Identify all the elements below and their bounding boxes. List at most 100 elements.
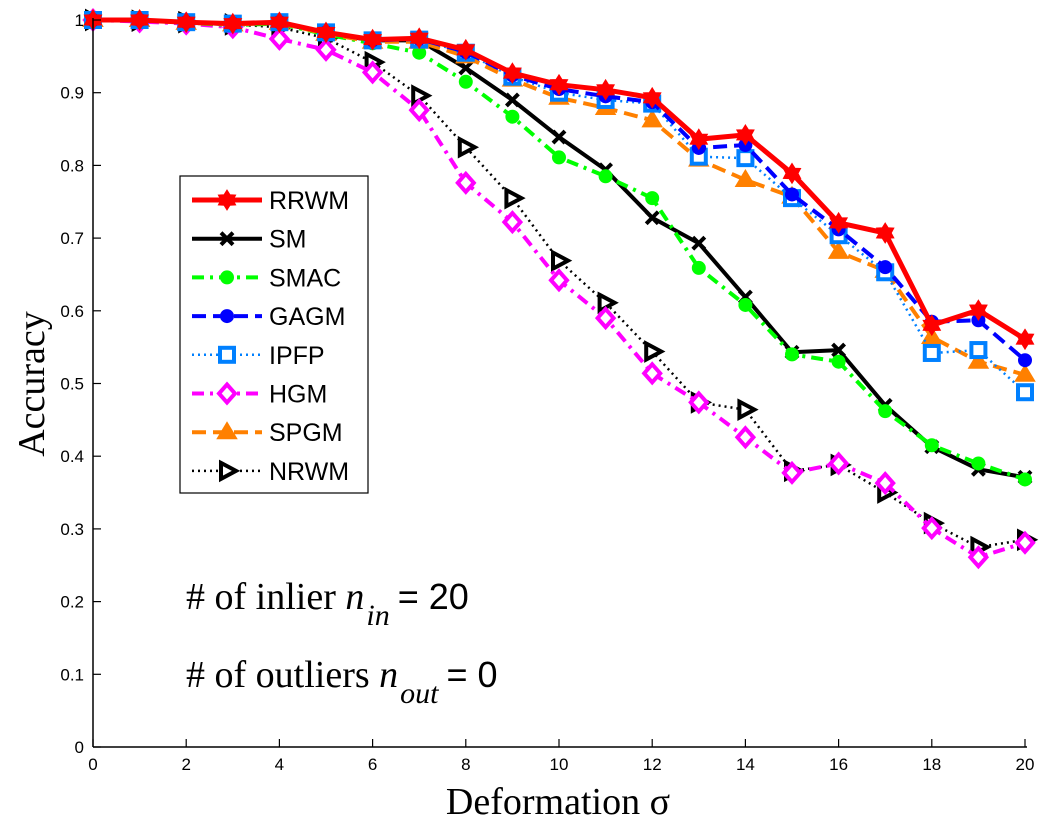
data-point-sm [504,92,520,108]
data-point-smac [598,169,613,184]
data-point-rrwm [875,222,895,244]
data-point-hgm [921,516,943,541]
annotation-outlier-sub: out [400,677,439,710]
data-point-smac [691,260,706,275]
y-tick-label: 0.8 [60,156,84,175]
legend-item-nrwm: NRWM [192,458,349,486]
legend-box [179,175,369,494]
x-tick-label: 20 [1016,755,1035,774]
data-point-smac [785,347,799,362]
data-point-rrwm [316,21,336,44]
annotation-inlier-prefix: # of inlier [186,576,345,618]
x-tick-label: 16 [829,755,848,774]
data-point-hgm [688,390,710,415]
x-tick-label: 2 [181,755,190,774]
data-point-rrwm [549,73,569,96]
data-point-hgm [548,268,570,293]
data-point-rrwm [968,299,988,322]
legend-marker-sm [219,231,235,247]
x-tick-label: 10 [550,755,569,774]
data-point-nrwm [737,398,759,422]
data-point-sm [691,235,707,251]
series-line-nrwm [92,18,1026,549]
data-point-gagm [1018,353,1032,368]
legend-label-ipfp: IPFP [269,342,325,370]
data-point-smac [552,150,566,165]
data-point-hgm [1014,530,1036,555]
data-point-sm [644,210,660,226]
data-point-ipfp [1016,383,1034,402]
data-point-smac [831,354,846,369]
data-point-ipfp [736,149,755,168]
data-point-hgm [594,306,617,331]
data-point-nrwm [551,249,573,272]
legend-label-smac: SMAC [269,264,341,292]
data-point-rrwm [1015,328,1035,351]
legend-label-sm: SM [269,226,307,254]
data-point-rrwm [596,78,616,101]
data-point-hgm [268,26,291,51]
legend-label-spgm: SPGM [269,419,343,447]
x-tick-label: 14 [736,755,755,774]
data-point-spgm [734,168,757,187]
y-tick-label: 0.5 [60,375,84,394]
data-point-rrwm [223,12,243,35]
y-tick-label: 0.7 [60,229,84,248]
data-point-hgm [781,460,803,485]
y-tick-label: 0.4 [60,447,84,466]
y-tick-label: 0.9 [60,84,84,103]
annotation-inlier-suffix: = 20 [398,576,469,617]
data-point-rrwm [502,62,522,85]
annotation-inlier-sub: in [366,599,389,632]
data-point-hgm [361,60,384,85]
annotation-outlier-var: n [379,654,398,696]
legend-item-spgm: SPGM [192,419,343,447]
data-point-hgm [874,471,896,496]
y-tick-label: 0.1 [60,665,84,684]
legend-item-hgm: HGM [192,381,327,409]
data-point-smac [878,404,893,419]
data-point-ipfp [969,341,988,360]
annotations: # of inlier n in = 20 # of outliers nout = … [186,576,498,710]
data-point-rrwm [735,124,755,146]
axes: 0 2 4 6 8 10 12 14 16 18 20 0 0.1 0.2 0.3 0.4 0.5 0.6 0.7 0… [60,11,1034,774]
data-point-gagm [878,260,893,275]
legend-item-ipfp: IPFP [192,342,325,370]
data-point-rrwm [269,11,289,34]
legend-marker-spgm [216,421,238,440]
legend-item-sm: SM [192,226,307,254]
x-tick-label: 18 [922,755,941,774]
data-point-hgm [967,545,990,570]
annotation-outlier: # of outliers nout = 0 [186,654,498,710]
data-point-smac [645,191,660,206]
legend-label-hgm: HGM [269,381,327,409]
data-point-hgm [501,210,524,235]
data-point-spgm [641,109,663,128]
legend-label-nrwm: NRWM [269,458,349,486]
y-tick-label: 0 [75,738,84,757]
data-point-nrwm [504,186,526,210]
legend-marker-hgm [216,381,238,406]
data-point-rrwm [689,128,709,151]
data-point-smac [971,456,986,471]
data-point-hgm [827,451,850,476]
y-axis-title: Accuracy [11,311,53,457]
data-point-smac [1018,472,1032,487]
data-point-gagm [785,187,799,202]
plot-area [82,7,1039,570]
series-rrwm [83,9,1035,351]
data-point-rrwm [409,27,429,50]
data-point-rrwm [782,162,802,185]
data-point-nrwm [411,84,433,107]
legend-item-gagm: GAGM [192,303,345,331]
data-point-hgm [455,170,477,195]
data-point-smac [458,74,473,89]
legend-marker-rrwm [217,189,237,211]
data-point-hgm [408,98,430,123]
legend-item-smac: SMAC [192,264,341,292]
data-point-smac [505,109,520,124]
data-point-spgm [827,240,850,259]
annotation-inlier: # of inlier nin = 20 [186,576,469,632]
annotation-outlier-suffix: = 0 [446,654,497,695]
